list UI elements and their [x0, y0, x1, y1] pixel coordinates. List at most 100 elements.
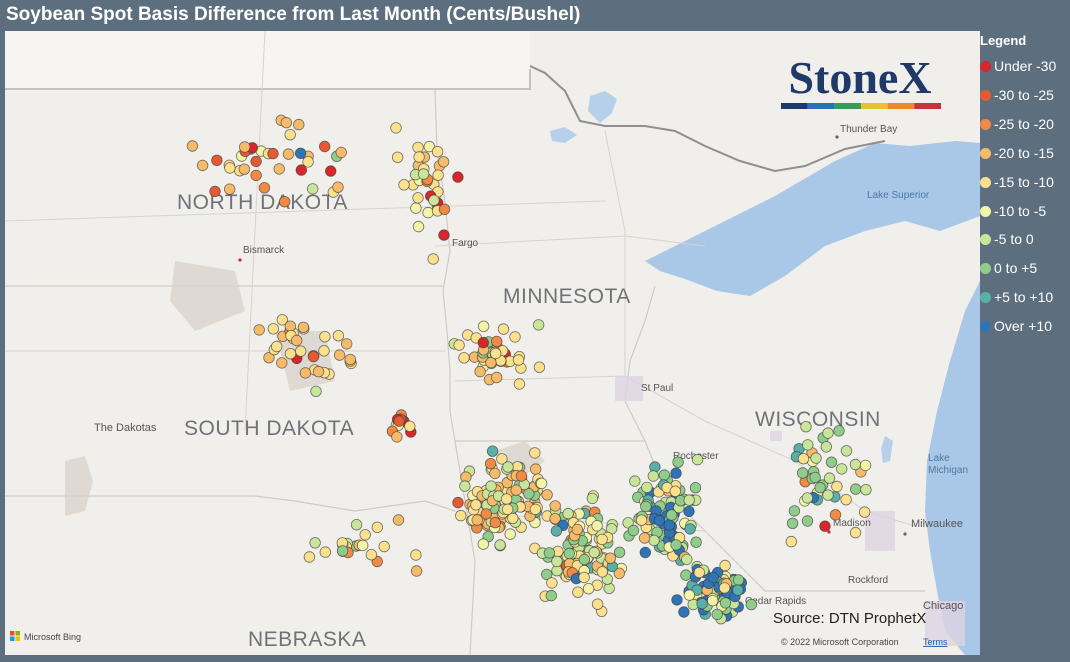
elevator-marker [691, 453, 704, 466]
place-label-bismarck: Bismarck [243, 245, 285, 256]
elevator-marker [850, 483, 862, 495]
elevator-marker [250, 169, 262, 182]
elevator-marker [680, 569, 692, 581]
logo-stripe [807, 103, 835, 109]
elevator-marker [279, 195, 291, 208]
legend-swatch [980, 176, 991, 188]
elevator-marker [849, 458, 862, 471]
elevator-marker [423, 140, 436, 153]
elevator-marker [250, 155, 262, 168]
elevator-marker [658, 469, 671, 481]
elevator-marker [302, 156, 314, 168]
elevator-marker [647, 470, 660, 482]
elevator-marker [529, 447, 541, 459]
elevator-marker [390, 122, 402, 134]
elevator-marker [501, 503, 514, 516]
city-dot [903, 532, 907, 536]
logo-stripes [781, 103, 941, 109]
place-label-st-paul: St Paul [641, 383, 673, 394]
elevator-marker [474, 365, 486, 378]
elevator-marker [392, 514, 405, 526]
elevator-marker [801, 492, 814, 504]
elevator-marker [571, 523, 584, 536]
legend-label: -25 to -20 [994, 116, 1054, 132]
elevator-marker [480, 508, 493, 520]
elevator-marker [711, 608, 723, 621]
elevator-marker [860, 484, 872, 496]
elevator-marker [543, 547, 556, 559]
elevator-marker [629, 475, 641, 487]
terms-link[interactable]: Terms [923, 637, 948, 647]
elevator-marker [604, 552, 617, 564]
place-label-nebraska: NEBRASKA [248, 628, 366, 651]
elevator-marker [681, 553, 693, 566]
elevator-marker [596, 533, 608, 546]
elevator-marker [745, 598, 758, 611]
elevator-marker [639, 546, 652, 559]
map-canvas[interactable]: NORTH DAKOTA SOUTH DAKOTA MINNESOTA WISCONS… [5, 31, 980, 655]
elevator-marker [209, 185, 221, 198]
elevator-marker [459, 480, 471, 492]
place-label-lake-michigan: Lake Michigan [928, 453, 968, 476]
elevator-marker [670, 467, 682, 479]
elevator-marker [223, 183, 236, 195]
elevator-marker [319, 546, 332, 558]
legend-label: Over +10 [994, 318, 1052, 334]
elevator-marker [823, 472, 836, 484]
elevator-marker [529, 503, 542, 516]
elevator-marker [398, 179, 410, 191]
elevator-marker [622, 517, 634, 529]
legend-swatch [980, 320, 991, 332]
elevator-marker [797, 453, 810, 465]
elevator-marker [471, 514, 483, 526]
elevator-marker [359, 529, 371, 541]
elevator-marker [523, 488, 535, 500]
legend-swatch [980, 89, 991, 101]
place-label-fargo: Fargo [452, 238, 479, 249]
elevator-marker [310, 385, 322, 398]
elevator-marker [258, 182, 271, 194]
elevator-marker [707, 594, 719, 607]
elevator-marker [307, 183, 319, 195]
elevator-marker [638, 532, 651, 544]
legend-item-5-to-0: -5 to 0 [980, 229, 1034, 249]
legend-swatch [980, 205, 991, 217]
place-label-madison: Madison [833, 518, 871, 529]
elevator-marker [541, 489, 553, 501]
elevator-marker [648, 534, 660, 547]
elevator-marker [489, 467, 501, 480]
elevator-marker [512, 354, 525, 366]
elevator-marker [670, 539, 682, 551]
elevator-marker [253, 324, 265, 336]
elevator-marker [238, 163, 251, 175]
bing-attribution: Microsoft Bing [24, 632, 81, 642]
legend-label: -10 to -5 [994, 203, 1047, 219]
elevator-marker [452, 171, 464, 183]
elevator-marker [641, 481, 653, 494]
elevator-marker [836, 463, 848, 475]
elevator-marker [663, 519, 676, 531]
legend-swatch [980, 262, 991, 274]
elevator-marker [586, 492, 599, 505]
elevator-marker [532, 319, 545, 331]
elevator-marker [336, 545, 349, 557]
elevator-marker [378, 540, 390, 553]
place-label-lake-superior: Lake Superior [867, 190, 930, 201]
elevator-marker [477, 320, 490, 333]
elevator-marker [273, 163, 285, 175]
ia-ne-border [454, 440, 476, 655]
elevator-marker [271, 340, 283, 353]
map-panel[interactable]: NORTH DAKOTA SOUTH DAKOTA MINNESOTA WISCONS… [5, 31, 980, 655]
elevator-marker [432, 169, 444, 181]
legend-label: -20 to -15 [994, 145, 1054, 161]
elevator-marker [840, 494, 852, 506]
elevator-marker [653, 514, 665, 527]
elevator-marker [849, 526, 862, 539]
map-footer: Microsoft Bing Source: DTN ProphetX © 20… [10, 610, 948, 647]
elevator-marker [410, 202, 422, 214]
elevator-marker [829, 509, 842, 521]
city-dot [827, 530, 831, 534]
nd-mn-border [434, 88, 451, 292]
elevator-marker [295, 164, 308, 176]
elevator-marker [267, 323, 280, 335]
